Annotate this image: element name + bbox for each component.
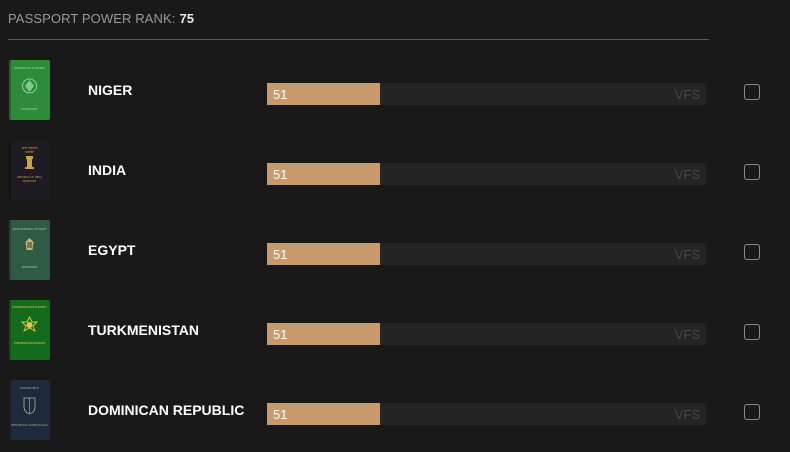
cover-text-2: पासपोर्ट: [25, 150, 34, 154]
egypt-passport-cover: ARAB REPUBLIC OF EGYPT PASSPORT: [9, 220, 50, 280]
cover-text-4: PASSPORT: [23, 179, 37, 183]
visa-free-score: 51: [273, 327, 288, 342]
rank-value: 75: [179, 11, 195, 26]
compare-checkbox[interactable]: [744, 324, 760, 340]
india-passport-cover: भारत गणराज्य पासपोर्ट REPUBLIC OF INDIA …: [9, 140, 50, 200]
vfs-label: VFS: [674, 247, 700, 262]
turkmenistan-passport-cover: TÜRKMENISTANYŇ PASPORTY TURKMENISTAN PAS…: [9, 300, 50, 360]
country-name: NIGER: [88, 82, 133, 98]
cover-text-bottom: PASSEPORT: [21, 107, 37, 111]
compare-checkbox[interactable]: [744, 404, 760, 420]
cover-text-bottom: REPÚBLICA DOMINICANA: [11, 422, 47, 427]
vfs-label: VFS: [674, 327, 700, 342]
visa-free-score: 51: [273, 167, 288, 182]
country-name: DOMINICAN REPUBLIC: [88, 402, 245, 418]
passport-row-dominican-republic[interactable]: PASAPORTE REPÚBLICA DOMINICANA DOMINICAN…: [0, 380, 790, 440]
header-divider: [8, 39, 709, 40]
visa-free-bar: 51 VFS: [267, 163, 706, 185]
visa-free-bar: 51 VFS: [267, 403, 706, 425]
niger-passport-cover: REPUBLIQUE DU NIGER PASSEPORT: [9, 60, 50, 120]
rank-label: PASSPORT POWER RANK:: [8, 11, 176, 26]
country-name: EGYPT: [88, 242, 136, 258]
cover-bg: [9, 140, 50, 200]
bar-fill: [267, 403, 380, 425]
visa-free-bar: 51 VFS: [267, 323, 706, 345]
cover-text-3: REPUBLIC OF INDIA: [17, 175, 42, 179]
cover-text-top: PASAPORTE: [20, 386, 39, 390]
cover-text-top: REPUBLIQUE DU NIGER: [14, 66, 44, 70]
bar-fill: [267, 323, 380, 345]
visa-free-score: 51: [273, 407, 288, 422]
cover-text-bottom: TURKMENISTAN PASSPORT: [14, 342, 46, 345]
compare-checkbox[interactable]: [744, 244, 760, 260]
vfs-label: VFS: [674, 167, 700, 182]
cover-text-1: भारत गणराज्य: [21, 146, 37, 150]
dominican-republic-passport-cover: PASAPORTE REPÚBLICA DOMINICANA: [9, 380, 50, 440]
cover-text-bottom: PASSPORT: [22, 265, 38, 269]
bar-fill: [267, 83, 380, 105]
passport-row-india[interactable]: भारत गणराज्य पासपोर्ट REPUBLIC OF INDIA …: [0, 140, 790, 200]
compare-checkbox[interactable]: [744, 164, 760, 180]
country-name: TURKMENISTAN: [88, 322, 199, 338]
cover-text-top: TÜRKMENISTANYŇ PASPORTY: [12, 306, 47, 309]
cover-text-top: ARAB REPUBLIC OF EGYPT: [13, 227, 47, 231]
bar-fill: [267, 243, 380, 265]
visa-free-bar: 51 VFS: [267, 83, 706, 105]
visa-free-bar: 51 VFS: [267, 243, 706, 265]
cover-bg: [9, 300, 50, 360]
visa-free-score: 51: [273, 247, 288, 262]
passport-row-niger[interactable]: REPUBLIQUE DU NIGER PASSEPORT NIGER 51 V…: [0, 60, 790, 120]
bar-fill: [267, 163, 380, 185]
vfs-label: VFS: [674, 87, 700, 102]
visa-free-score: 51: [273, 87, 288, 102]
compare-checkbox[interactable]: [744, 84, 760, 100]
passport-row-egypt[interactable]: ARAB REPUBLIC OF EGYPT PASSPORT EGYPT 51…: [0, 220, 790, 280]
country-name: INDIA: [88, 162, 127, 178]
passport-row-turkmenistan[interactable]: TÜRKMENISTANYŇ PASPORTY TURKMENISTAN PAS…: [0, 300, 790, 360]
vfs-label: VFS: [674, 407, 700, 422]
passport-power-rank: PASSPORT POWER RANK: 75: [8, 11, 194, 26]
